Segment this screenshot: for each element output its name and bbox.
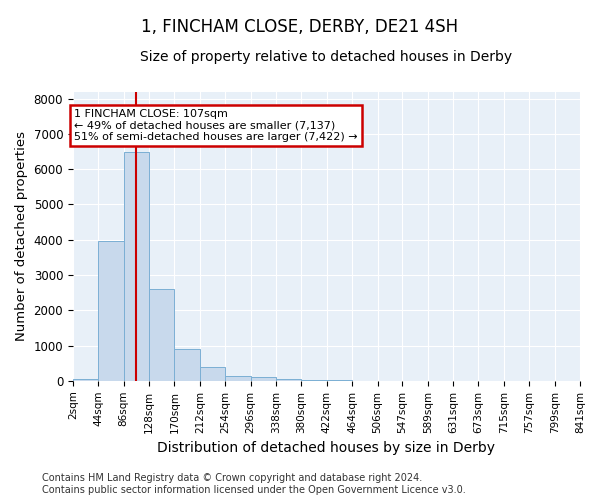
Bar — [124, 152, 149, 381]
Bar — [301, 380, 327, 381]
X-axis label: Distribution of detached houses by size in Derby: Distribution of detached houses by size … — [157, 441, 496, 455]
Text: 1, FINCHAM CLOSE, DERBY, DE21 4SH: 1, FINCHAM CLOSE, DERBY, DE21 4SH — [142, 18, 458, 36]
Bar — [98, 242, 124, 381]
Y-axis label: Number of detached properties: Number of detached properties — [15, 131, 28, 341]
Bar — [225, 376, 251, 381]
Bar — [73, 380, 98, 381]
Bar — [251, 378, 276, 381]
Bar — [276, 379, 301, 381]
Bar — [200, 368, 225, 381]
Text: Contains HM Land Registry data © Crown copyright and database right 2024.
Contai: Contains HM Land Registry data © Crown c… — [42, 474, 466, 495]
Title: Size of property relative to detached houses in Derby: Size of property relative to detached ho… — [140, 50, 512, 64]
Bar — [175, 349, 200, 381]
Bar — [327, 380, 352, 381]
Bar — [149, 289, 175, 381]
Text: 1 FINCHAM CLOSE: 107sqm
← 49% of detached houses are smaller (7,137)
51% of semi: 1 FINCHAM CLOSE: 107sqm ← 49% of detache… — [74, 109, 358, 142]
